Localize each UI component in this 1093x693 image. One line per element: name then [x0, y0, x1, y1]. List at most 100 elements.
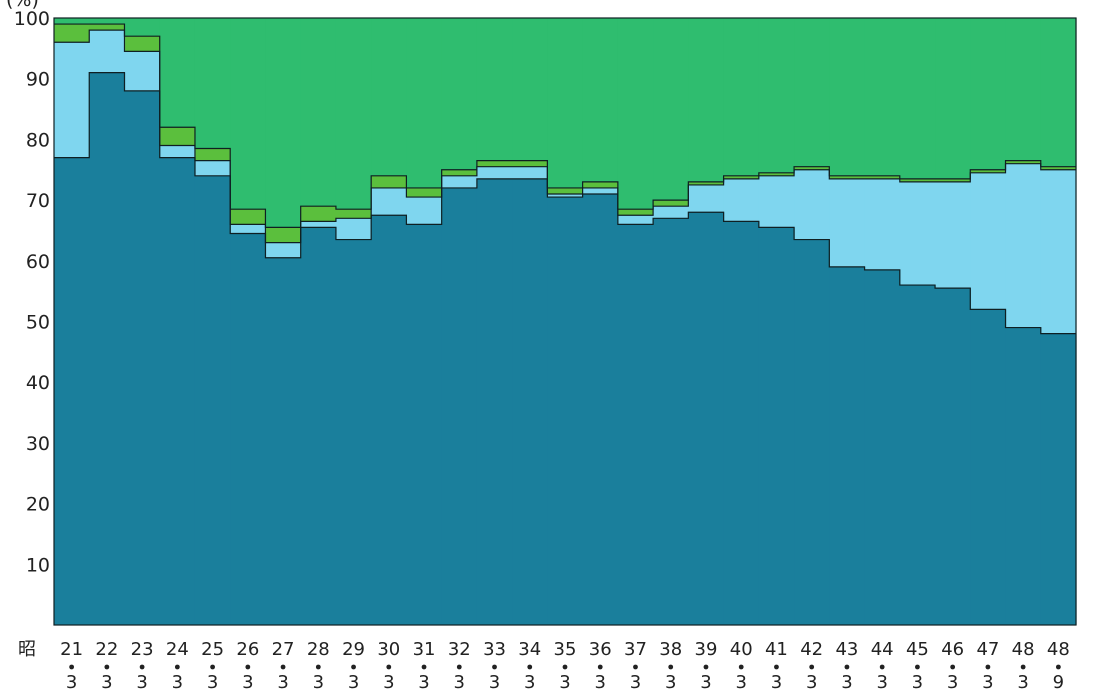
layer1-bar-25: [935, 288, 971, 625]
layer2-bar-24: [899, 181, 936, 286]
x-tick-year-22: 43: [835, 639, 858, 660]
x-tick-year-8: 29: [342, 639, 365, 660]
x-tick-separator-dot-24: [915, 664, 920, 670]
layer3-bar-0: [54, 24, 90, 43]
layer2-bar-21: [794, 169, 830, 240]
x-tick-year-17: 38: [659, 639, 682, 660]
x-tick-separator-dot-28: [1055, 664, 1061, 670]
layer2-bar-3: [159, 145, 196, 158]
layer2-bar-25: [935, 181, 971, 289]
layer4-bar-8: [335, 18, 372, 210]
x-tick-year-12: 33: [483, 639, 506, 660]
layer3-bar-17: [653, 200, 689, 207]
layer1-bar-19: [723, 221, 760, 625]
layer2-bar-17: [653, 206, 689, 219]
layer1-bar-18: [688, 212, 725, 626]
y-tick-label-10: 10: [26, 554, 50, 576]
layer4-bar-21: [794, 18, 830, 167]
layer4-bar-24: [899, 18, 936, 179]
layer2-bar-1: [89, 30, 126, 73]
layer1-bar-1: [89, 72, 126, 625]
x-tick-month-2: 3: [136, 672, 147, 693]
layer4-bar-20: [758, 18, 795, 173]
x-tick-month-1: 3: [101, 672, 112, 693]
layer3-bar-27: [1005, 160, 1042, 164]
layer1-bar-27: [1005, 327, 1042, 625]
layer2-bar-9: [371, 187, 408, 216]
layer3-bar-14: [547, 187, 584, 195]
x-tick-month-6: 3: [277, 672, 288, 693]
x-tick-separator-dot-22: [844, 664, 850, 670]
x-tick-separator-dot-15: [597, 664, 603, 670]
layer3-bar-23: [864, 175, 901, 179]
layer3-bar-11: [441, 169, 478, 176]
x-tick-separator-dot-10: [421, 664, 427, 670]
layer2-bar-22: [829, 178, 866, 267]
x-tick-month-8: 3: [348, 672, 359, 693]
x-tick-month-5: 3: [242, 672, 253, 693]
x-tick-year-6: 27: [272, 639, 295, 660]
x-tick-month-4: 3: [207, 672, 218, 693]
x-tick-separator-dot-1: [104, 664, 110, 670]
y-tick-label-70: 70: [26, 190, 50, 212]
x-tick-year-7: 28: [307, 639, 330, 660]
era-prefix: 昭: [18, 639, 36, 660]
layer4-bar-11: [441, 18, 478, 170]
layer4-bar-1: [89, 18, 126, 25]
layer3-bar-24: [899, 178, 936, 182]
layer1-bar-15: [582, 194, 619, 625]
x-tick-month-24: 3: [912, 672, 923, 693]
plot-frame: [53, 17, 1077, 626]
x-tick-separator-dot-18: [703, 664, 709, 670]
layer2-bar-15: [582, 187, 619, 195]
layer3-bar-12: [476, 160, 513, 167]
x-tick-month-17: 3: [665, 672, 676, 693]
x-tick-separator-dot-16: [633, 664, 638, 670]
x-tick-separator-dot-21: [809, 664, 815, 670]
x-tick-separator-dot-3: [174, 664, 180, 670]
layer1-bar-5: [230, 233, 267, 626]
layer2-bar-13: [512, 166, 548, 179]
layer1-bar-11: [441, 187, 478, 625]
x-tick-year-5: 26: [236, 639, 259, 660]
layer3-bar-3: [159, 127, 196, 146]
layer3-bar-9: [371, 175, 408, 188]
layer1-bar-8: [335, 239, 372, 625]
x-axis-ticks: 昭 21322323324325326327328329330331332333…: [18, 639, 1070, 693]
x-tick-year-13: 34: [518, 639, 541, 660]
x-tick-year-27: 48: [1012, 639, 1035, 660]
x-tick-year-23: 44: [871, 639, 894, 660]
y-axis-ticks: 10 20 30 40 50 60 70 80 90 100: [14, 8, 50, 576]
y-tick-label-50: 50: [26, 312, 50, 334]
layer3-bar-15: [582, 181, 619, 188]
layer1-bar-0: [54, 157, 90, 626]
layer4-bar-15: [582, 18, 619, 182]
unit-label: (%): [6, 0, 39, 11]
layer4-bar-16: [617, 18, 654, 210]
layer4-bar-27: [1005, 18, 1042, 161]
x-tick-year-21: 42: [800, 639, 823, 660]
layer1-bar-20: [758, 227, 795, 625]
layer1-bar-24: [899, 285, 936, 625]
layer2-bar-16: [617, 215, 654, 225]
layer4-bar-3: [159, 18, 196, 128]
layer2-bar-5: [230, 224, 267, 234]
x-tick-separator-dot-0: [69, 664, 75, 670]
layer3-bar-16: [617, 209, 654, 216]
layer4-bar-5: [230, 18, 267, 210]
x-tick-month-21: 3: [806, 672, 817, 693]
layer2-bar-0: [54, 42, 90, 158]
plot-area: [53, 17, 1077, 626]
layer4-bar-18: [688, 18, 725, 182]
y-tick-label-30: 30: [26, 433, 50, 455]
layer1-bar-4: [194, 175, 231, 625]
layer3-bar-5: [230, 209, 267, 225]
layer3-boundary-line: [54, 23, 1076, 229]
x-tick-separator-dot-27: [1020, 664, 1026, 670]
x-tick-month-0: 3: [66, 672, 77, 693]
layer3-bar-22: [829, 175, 866, 179]
layer3-bar-26: [970, 169, 1007, 173]
layer4-bar-23: [864, 18, 901, 176]
layer2-bar-4: [194, 160, 231, 176]
x-tick-year-18: 39: [695, 639, 718, 660]
